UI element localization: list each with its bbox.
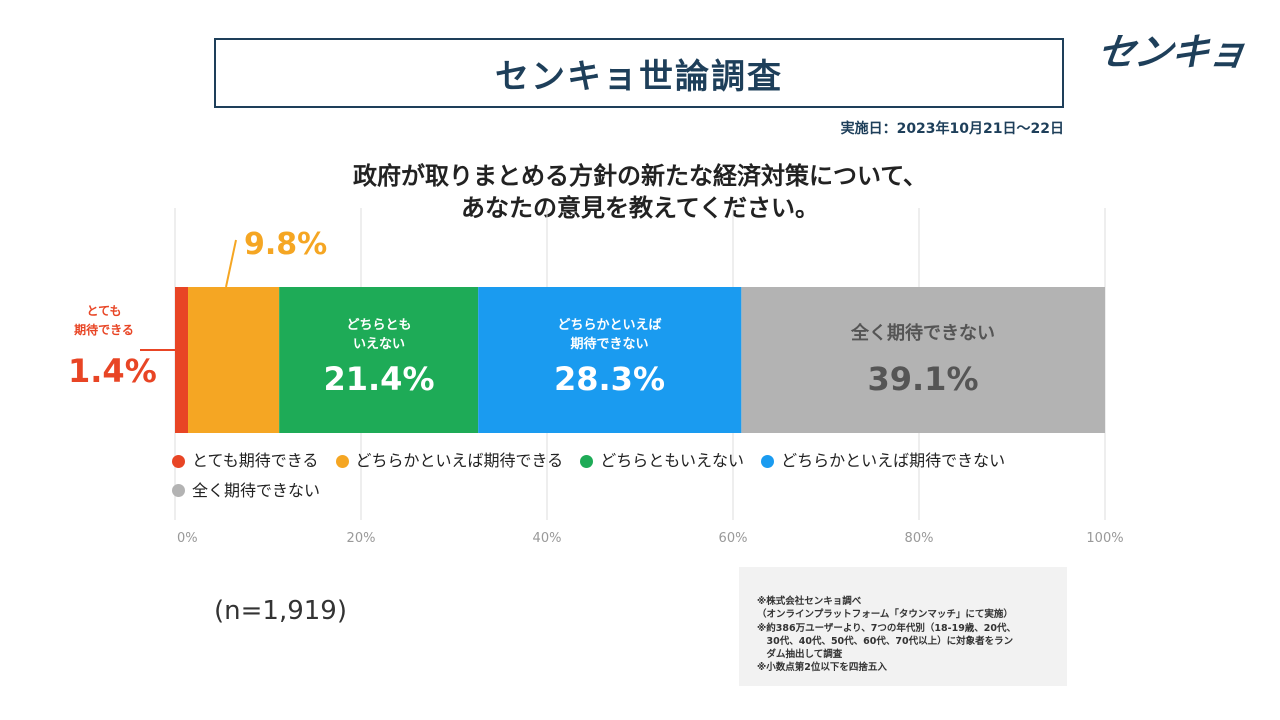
callout-line-orange — [225, 239, 237, 288]
x-tick-label: 0% — [177, 531, 198, 546]
bar-segment — [478, 287, 742, 433]
x-tick-label: 100% — [1086, 531, 1123, 546]
x-tick-label: 20% — [347, 531, 376, 546]
legend-dot-orange — [335, 454, 349, 468]
somewhat-not-label-line-2: 期待できない — [570, 337, 649, 352]
note-line: ※約386万ユーザーより、7つの年代別（18-19歳、20代、 — [757, 622, 1017, 634]
question-line-1: 政府が取りまとめる方針の新たな経済対策について、 — [352, 162, 928, 190]
legend-item-somewhat-not: どちらかといえば期待できない — [761, 447, 1005, 475]
chart-legend: とても期待できる どちらかといえば期待できる どちらともいえない どちらかといえ… — [172, 447, 1072, 506]
question-text: 政府が取りまとめる方針の新たな経済対策について、 あなたの意見を教えてください。 — [200, 160, 1080, 224]
somewhat-not-label-line-1: どちらかといえば — [557, 318, 662, 333]
survey-notes: ※株式会社センキョ調べ （オンラインプラットフォーム「タウンマッチ」にて実施） … — [739, 567, 1067, 686]
sample-size: (n=1,919) — [214, 596, 347, 626]
survey-title-box: センキョ世論調査 — [214, 38, 1064, 108]
x-tick-label: 40% — [533, 531, 562, 546]
legend-label: どちらかといえば期待できない — [781, 451, 1006, 470]
neither-label-line-2: いえない — [352, 337, 405, 352]
very-expect-label-line-2: 期待できる — [74, 323, 134, 337]
bar-segment — [741, 287, 1105, 433]
neither-value-label: 21.4% — [323, 360, 435, 398]
legend-item-not-at-all: 全く期待できない — [172, 477, 320, 505]
legend-item-somewhat-expect: どちらかといえば期待できる — [335, 447, 564, 475]
x-tick-label: 80% — [905, 531, 934, 546]
legend-dot-green — [580, 454, 594, 468]
somewhat-not-value-label: 28.3% — [553, 360, 665, 398]
legend-label: どちらともいえない — [600, 451, 744, 470]
survey-title: センキョ世論調査 — [495, 56, 783, 97]
note-line: 30代、40代、50代、60代、70代以上）に対象者をラン — [757, 635, 1014, 647]
note-line: ※株式会社センキョ調べ — [757, 596, 862, 607]
note-line: （オンラインプラットフォーム「タウンマッチ」にて実施） — [757, 609, 1013, 621]
neither-segment-label: どちらとも いえない — [280, 316, 478, 354]
very-expect-callout-label: とても 期待できる — [56, 302, 152, 340]
bar-segment — [175, 287, 189, 433]
legend-label: 全く期待できない — [192, 480, 321, 500]
bar-segment — [279, 287, 479, 433]
not-at-all-segment-label: 全く期待できない — [851, 323, 995, 344]
note-line: ダム抽出して調査 — [757, 649, 843, 661]
somewhat-not-segment-label: どちらかといえば 期待できない — [478, 316, 741, 354]
legend-item-neither: どちらともいえない — [580, 447, 744, 475]
neither-label-line-1: どちらとも — [346, 318, 412, 333]
very-expect-label-line-1: とても — [86, 304, 122, 318]
not-at-all-value-label: 39.1% — [867, 360, 979, 398]
note-line: ※小数点第2位以下を四捨五入 — [757, 662, 887, 674]
survey-date: 実施日：2023年10月21日～22日 — [840, 121, 1064, 137]
legend-item-very-expect: とても期待できる — [172, 447, 318, 475]
question-line-2: あなたの意見を教えてください。 — [460, 194, 820, 222]
bar-segment — [188, 287, 280, 433]
legend-label: とても期待できる — [192, 451, 319, 470]
legend-dot-gray — [172, 484, 185, 497]
legend-dot-blue — [761, 454, 775, 468]
legend-label: どちらかといえば期待できる — [355, 451, 564, 470]
legend-dot-red — [172, 454, 185, 468]
very-expect-value-label: 1.4% — [68, 352, 157, 390]
somewhat-expect-value-label: 9.8% — [244, 227, 328, 262]
x-tick-label: 60% — [719, 531, 748, 546]
